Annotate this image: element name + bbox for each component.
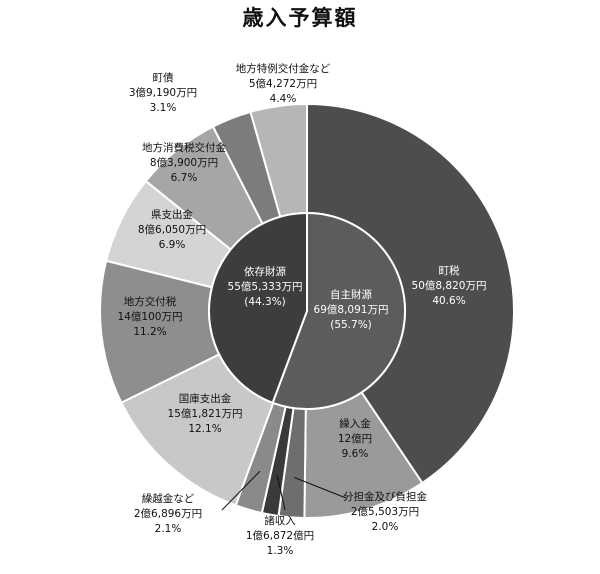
outer-slice-4-label: 繰越金など 2億6,896万円 2.1% <box>134 492 202 535</box>
outer-slice-1-percent-label: 9.6% <box>342 448 369 460</box>
outer-slice-7-percent-label: 6.9% <box>159 239 186 251</box>
outer-slice-5-label: 国庫支出金 15億1,821万円 12.1% <box>168 392 243 435</box>
outer-slice-2-percent-label: 2.0% <box>372 521 399 533</box>
outer-slice-1-amount: 12億円 <box>338 432 372 445</box>
outer-slice-7-name: 県支出金 <box>151 208 193 221</box>
inner-slice-0-amount: 69億8,091万円 <box>314 303 389 316</box>
outer-slice-8-name: 地方消費税交付金 <box>142 141 226 154</box>
outer-slice-3-name: 諸収入 <box>264 514 296 527</box>
outer-slice-1-name: 繰入金 <box>339 417 371 430</box>
outer-slice-4-name: 繰越金など <box>142 492 195 505</box>
outer-slice-5-percent-label: 12.1% <box>188 423 221 435</box>
leader-line-4 <box>221 470 261 511</box>
outer-slice-0-label: 町税 50億8,820万円 40.6% <box>412 264 487 307</box>
outer-slice-10-name: 地方特例交付金など <box>236 62 331 75</box>
outer-slice-5-name: 国庫支出金 <box>179 392 232 405</box>
outer-slice-3-amount: 1億6,872億円 <box>246 529 314 542</box>
inner-ring <box>208 211 406 410</box>
outer-slice-8-label: 地方消費税交付金 8億3,900万円 6.7% <box>142 141 226 184</box>
chart-title: 歳入予算額 <box>242 6 358 30</box>
inner-slice-1-percent-label: (44.3%) <box>244 296 286 308</box>
leader-lines <box>221 470 347 511</box>
outer-slice-9-label: 町債 3億9,190万円 3.1% <box>129 71 197 114</box>
outer-slice-10-percent-label: 4.4% <box>270 93 297 105</box>
outer-slice-6-label: 地方交付税 14億100万円 11.2% <box>118 295 183 338</box>
outer-slice-2-label: 分担金及び負担金 2億5,503万円 2.0% <box>343 490 427 533</box>
outer-slice-9-name: 町債 <box>153 71 174 84</box>
outer-slice-3-label: 諸収入 1億6,872億円 1.3% <box>246 514 314 557</box>
outer-slice-3-percent-label: 1.3% <box>267 545 294 557</box>
inner-slice-0-label: 自主財源 69億8,091万円 (55.7%) <box>314 288 389 331</box>
outer-slice-7-amount: 8億6,050万円 <box>138 223 206 236</box>
outer-slice-4-percent-label: 2.1% <box>155 523 182 535</box>
outer-slice-6-amount: 14億100万円 <box>118 310 183 323</box>
outer-slice-2-amount: 2億5,503万円 <box>351 505 419 518</box>
outer-slice-2-name: 分担金及び負担金 <box>343 490 427 503</box>
outer-slice-8-amount: 8億3,900万円 <box>150 156 218 169</box>
outer-slice-0-amount: 50億8,820万円 <box>412 279 487 292</box>
inner-slice-0-percent-label: (55.7%) <box>330 319 372 331</box>
outer-slice-6-name: 地方交付税 <box>124 295 177 308</box>
leader-line-2 <box>294 477 347 499</box>
inner-slice-1-amount: 55億5,333万円 <box>228 280 303 293</box>
outer-slice-5-amount: 15億1,821万円 <box>168 407 243 420</box>
outer-slice-9-amount: 3億9,190万円 <box>129 86 197 99</box>
outer-slice-1-label: 繰入金 12億円 9.6% <box>338 417 372 460</box>
outer-slice-8-percent-label: 6.7% <box>171 172 198 184</box>
inner-slice-0 <box>271 211 406 410</box>
outer-slice-0-name: 町税 <box>439 264 460 277</box>
outer-slice-0-percent-label: 40.6% <box>432 295 465 307</box>
slice-labels: 町税 50億8,820万円 40.6% 繰入金 12億円 9.6% 分担金及び負担金 2億5,… <box>118 62 487 557</box>
outer-slice-7-label: 県支出金 8億6,050万円 6.9% <box>138 208 206 251</box>
leader-line-3 <box>276 475 286 511</box>
outer-slice-10-amount: 5億4,272万円 <box>249 77 317 90</box>
outer-slice-10-label: 地方特例交付金など 5億4,272万円 4.4% <box>236 62 331 105</box>
inner-slice-1 <box>208 211 308 405</box>
outer-slice-6-percent-label: 11.2% <box>133 326 166 338</box>
outer-slice-4-amount: 2億6,896万円 <box>134 507 202 520</box>
inner-slice-1-label: 依存財源 55億5,333万円 (44.3%) <box>228 265 303 308</box>
inner-slice-1-name: 依存財源 <box>244 265 286 278</box>
inner-slice-0-name: 自主財源 <box>330 288 372 301</box>
outer-slice-9-percent-label: 3.1% <box>150 102 177 114</box>
